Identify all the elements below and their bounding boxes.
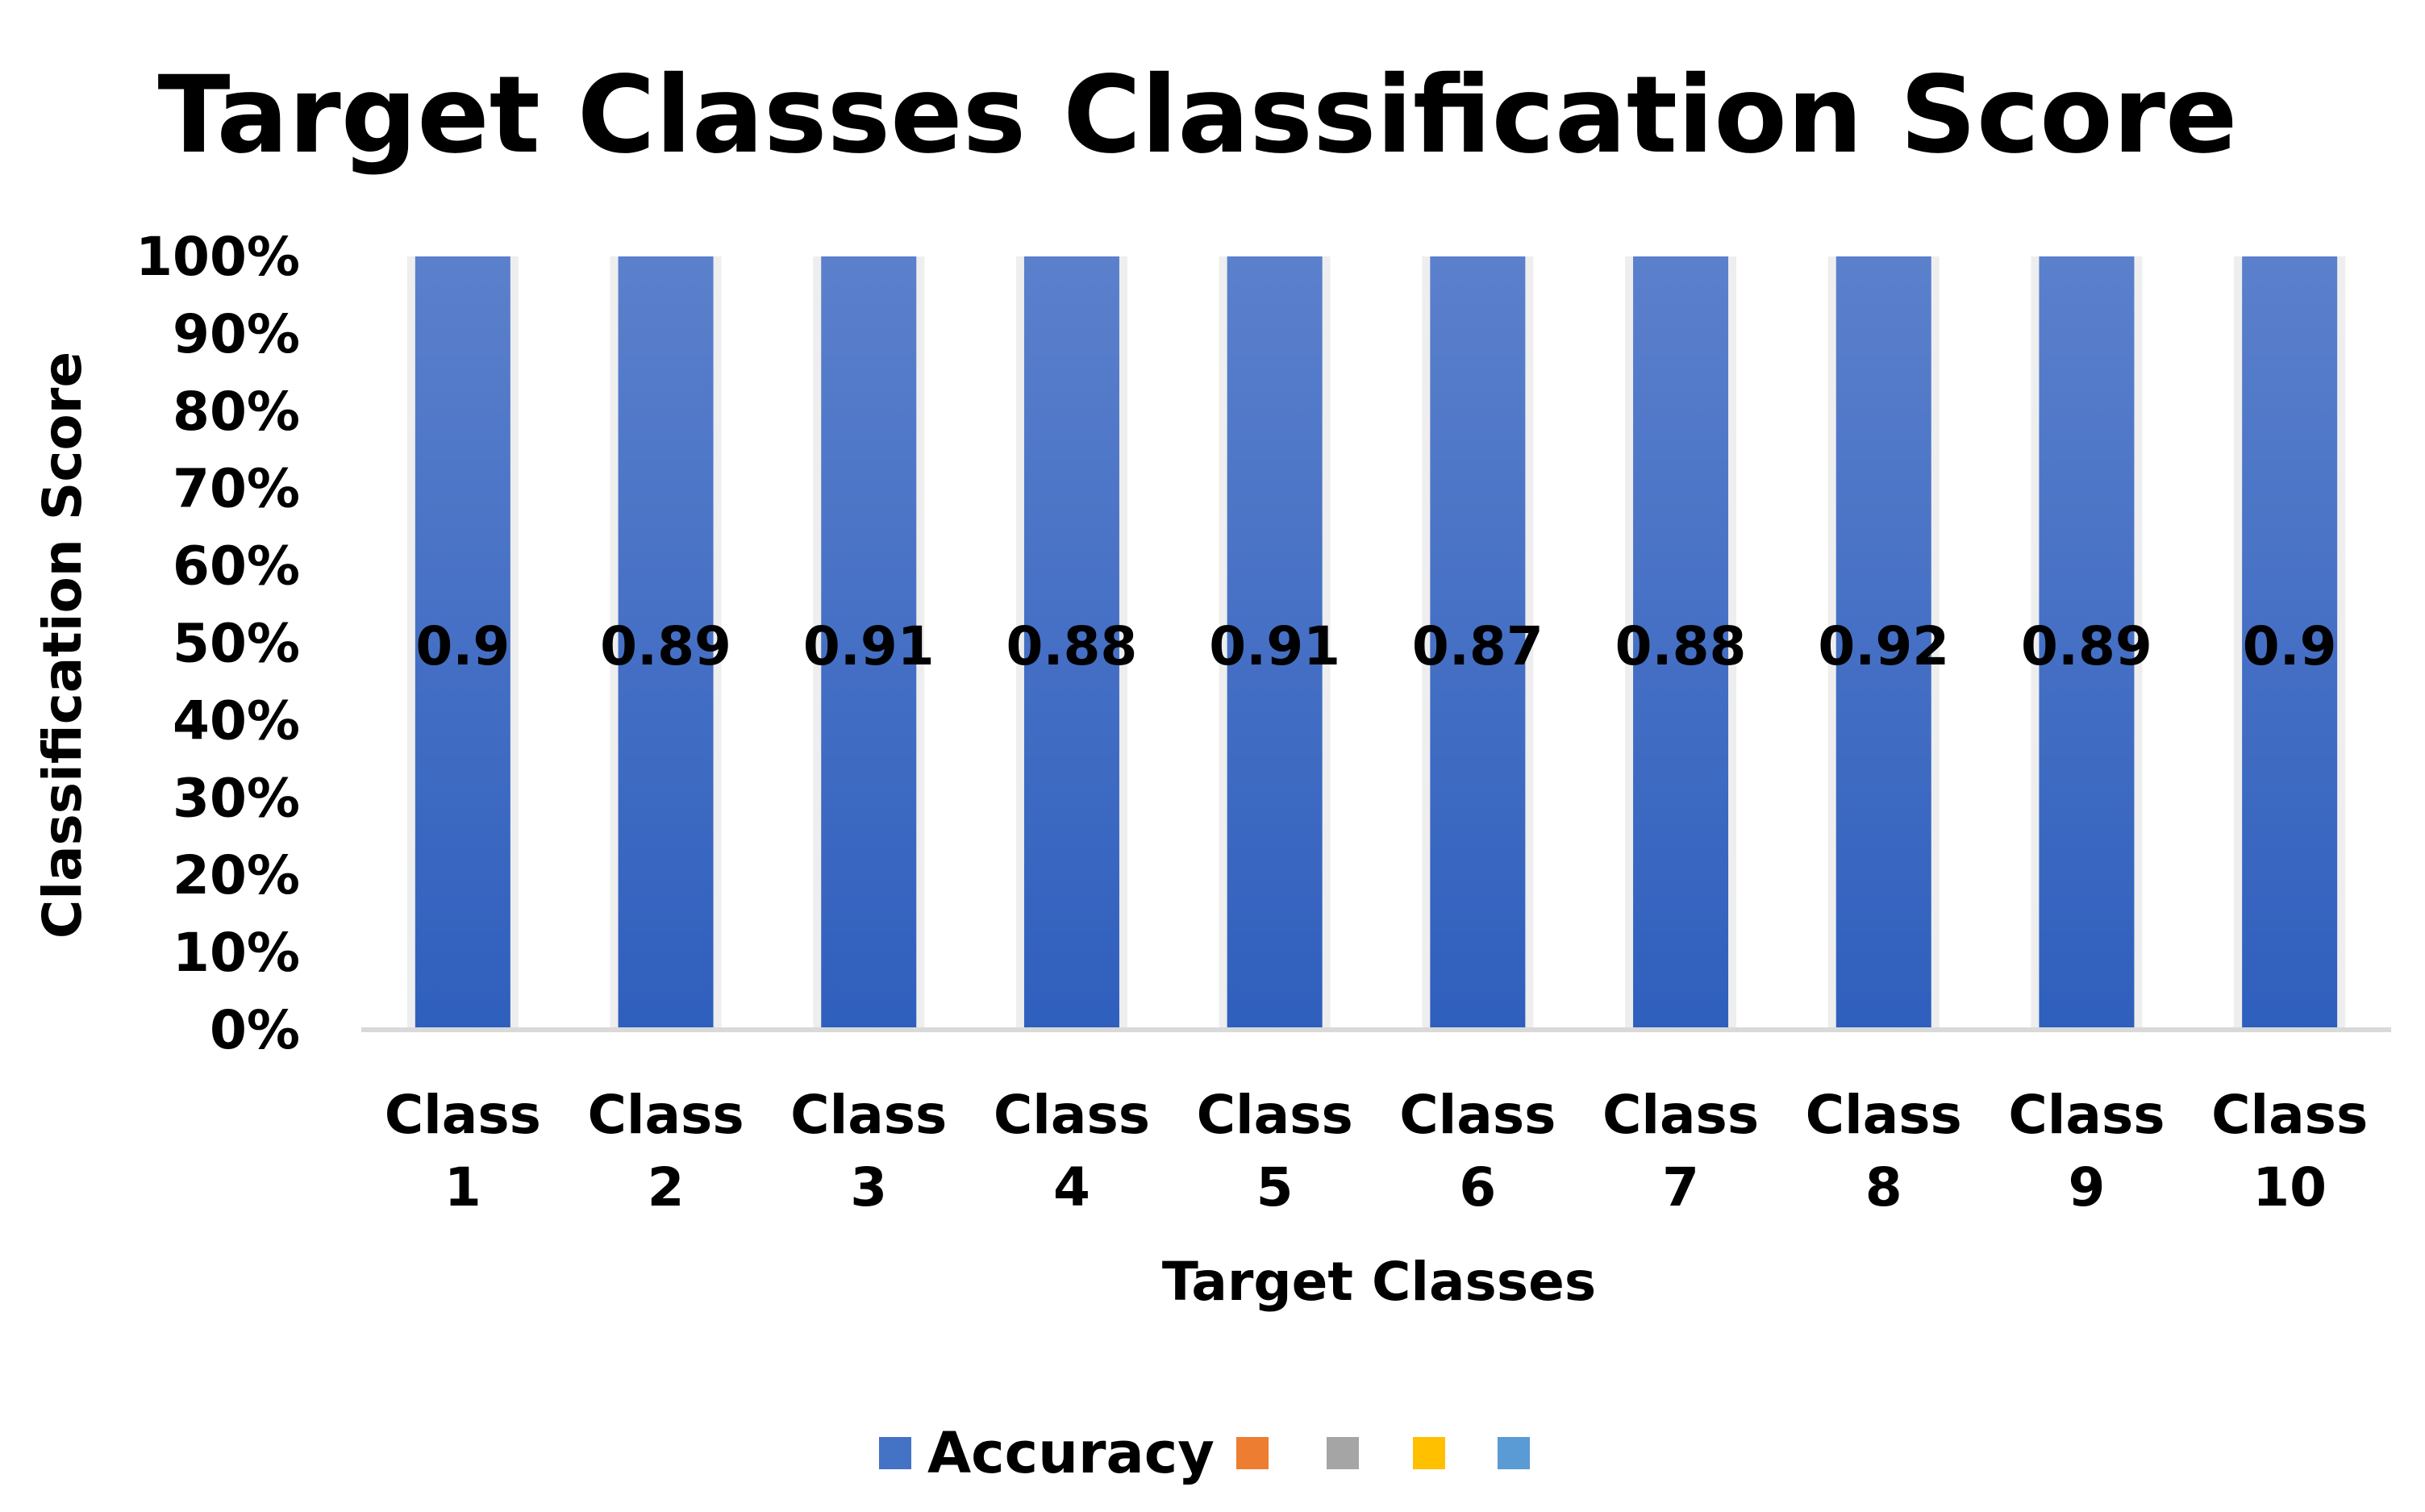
y-axis-ticks: 0% 10% 20% 30% 40% 50% 60% 70% 80% 90% 100% xyxy=(135,226,300,1061)
x-tick-label-number: 10 xyxy=(2252,1156,2327,1218)
x-tick-label: Class xyxy=(994,1084,1150,1146)
bar xyxy=(1430,256,1526,1030)
y-axis-title: Classification Score xyxy=(31,352,94,939)
data-label: 0.88 xyxy=(1615,615,1747,677)
data-labels-group: 0.9 0.89 0.91 0.88 0.91 0.87 0.88 0.92 0.89 0.9 xyxy=(415,615,2336,677)
x-axis-ticks: Class 1 Class 2 Class 3 Class 4 Class 5 Class 6 Clas… xyxy=(385,1084,2368,1218)
bar xyxy=(2039,256,2135,1030)
bar xyxy=(1227,256,1323,1030)
bar xyxy=(1835,256,1931,1030)
bar xyxy=(1633,256,1729,1030)
bars-group xyxy=(406,256,2346,1030)
data-label: 0.87 xyxy=(1412,615,1544,677)
x-tick-label-number: 2 xyxy=(648,1156,685,1218)
data-label: 0.92 xyxy=(1818,615,1949,677)
x-tick-label-number: 1 xyxy=(444,1156,481,1218)
x-tick-label: Class xyxy=(1197,1084,1353,1146)
legend-swatch xyxy=(879,1437,911,1469)
bar xyxy=(618,256,714,1030)
y-tick-label: 50% xyxy=(173,613,300,675)
x-tick-label-number: 7 xyxy=(1662,1156,1699,1218)
y-tick-label: 30% xyxy=(173,767,300,829)
x-tick-label: Class xyxy=(385,1084,541,1146)
x-tick-label-number: 4 xyxy=(1053,1156,1090,1218)
x-tick-label-number: 5 xyxy=(1256,1156,1294,1218)
x-axis-title: Target Classes xyxy=(1162,1251,1596,1313)
x-tick-label: Class xyxy=(790,1084,947,1146)
y-tick-label: 100% xyxy=(135,226,300,288)
x-tick-label-number: 6 xyxy=(1459,1156,1496,1218)
y-tick-label: 20% xyxy=(173,844,300,906)
bar xyxy=(415,256,510,1030)
data-label: 0.9 xyxy=(2243,615,2337,677)
x-tick-label-number: 8 xyxy=(1865,1156,1902,1218)
x-tick-label: Class xyxy=(1399,1084,1556,1146)
x-tick-label: Class xyxy=(2008,1084,2165,1146)
bar xyxy=(2242,256,2338,1030)
x-tick-label: Class xyxy=(1602,1084,1759,1146)
x-tick-label: Class xyxy=(587,1084,744,1146)
legend: Accuracy xyxy=(879,1420,1530,1486)
data-label: 0.9 xyxy=(415,615,510,677)
x-tick-label-number: 9 xyxy=(2068,1156,2105,1218)
legend-swatch xyxy=(1413,1437,1445,1469)
y-tick-label: 70% xyxy=(173,458,300,520)
legend-swatch xyxy=(1498,1437,1530,1469)
legend-swatch xyxy=(1236,1437,1269,1469)
x-tick-label: Class xyxy=(2211,1084,2368,1146)
data-label: 0.89 xyxy=(600,615,731,677)
data-label: 0.88 xyxy=(1006,615,1138,677)
bar xyxy=(821,256,917,1030)
legend-label: Accuracy xyxy=(927,1420,1215,1486)
y-tick-label: 0% xyxy=(210,999,300,1061)
data-label: 0.91 xyxy=(1209,615,1340,677)
x-tick-label: Class xyxy=(1806,1084,1962,1146)
y-tick-label: 10% xyxy=(173,922,300,984)
data-label: 0.89 xyxy=(2021,615,2152,677)
y-tick-label: 90% xyxy=(173,303,300,365)
chart-title: Target Classes Classification Score xyxy=(158,53,2238,177)
y-tick-label: 60% xyxy=(173,535,300,598)
y-tick-label: 80% xyxy=(173,381,300,443)
y-tick-label: 40% xyxy=(173,689,300,752)
bar xyxy=(1023,256,1119,1030)
legend-swatch xyxy=(1327,1437,1359,1469)
data-label: 0.91 xyxy=(803,615,935,677)
x-tick-label-number: 3 xyxy=(850,1156,887,1218)
